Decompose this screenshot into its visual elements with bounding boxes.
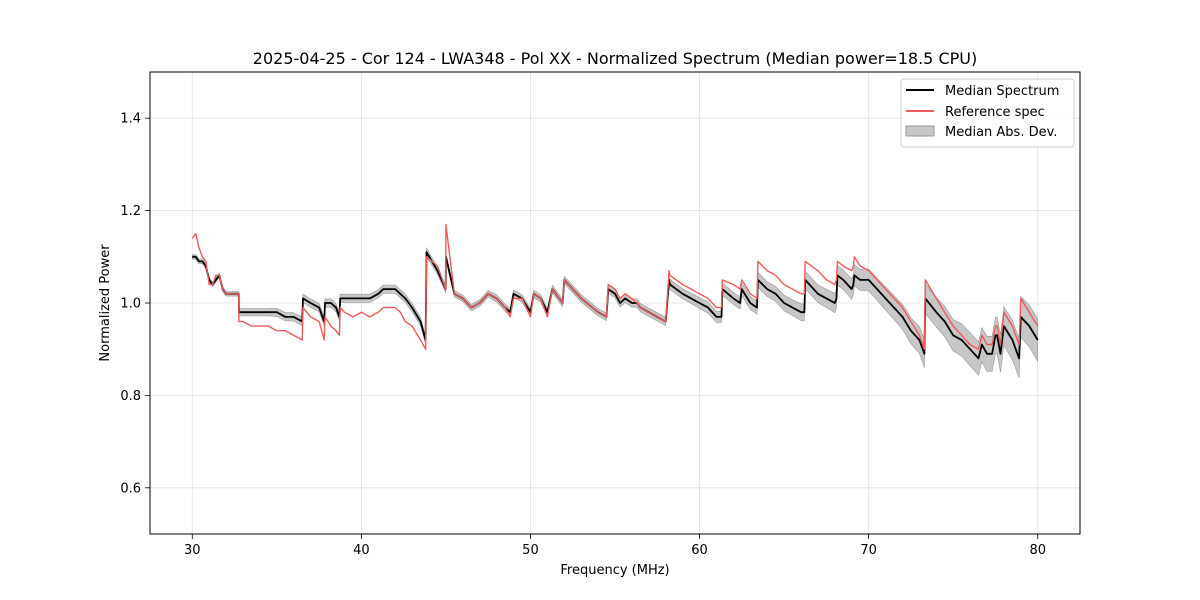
x-axis-label: Frequency (MHz) xyxy=(560,563,669,578)
legend-median-label: Median Spectrum xyxy=(945,84,1059,99)
x-tick-label: 60 xyxy=(691,543,708,558)
series-layer xyxy=(191,223,1039,360)
legend-mad-swatch xyxy=(905,125,935,137)
reference-spec-line xyxy=(191,223,1039,350)
x-tick-label: 70 xyxy=(860,543,877,558)
x-tick-label: 50 xyxy=(522,543,539,558)
y-tick-label: 1.2 xyxy=(120,204,141,219)
y-tick-label: 1.4 xyxy=(120,112,141,127)
y-axis-label: Normalized Power xyxy=(98,244,113,362)
y-tick-label: 0.6 xyxy=(120,481,141,496)
x-tick-label: 40 xyxy=(353,543,370,558)
x-tick-label: 80 xyxy=(1029,543,1046,558)
x-axis: 30 40 50 60 70 80 xyxy=(184,534,1046,558)
x-tick-label: 30 xyxy=(184,543,201,558)
mad-band-layer xyxy=(192,246,1038,378)
mad-band xyxy=(192,246,1038,378)
chart-title: 2025-04-25 - Cor 124 - LWA348 - Pol XX -… xyxy=(253,49,977,68)
legend: Median Spectrum Reference spec Median Ab… xyxy=(900,78,1075,148)
legend-mad-label: Median Abs. Dev. xyxy=(945,125,1057,140)
y-tick-label: 1.0 xyxy=(120,297,141,312)
legend-reference-label: Reference spec xyxy=(945,105,1045,120)
y-tick-label: 0.8 xyxy=(120,389,141,404)
legend-frame xyxy=(900,78,1075,148)
y-axis: 0.6 0.8 1.0 1.2 1.4 xyxy=(120,112,150,496)
